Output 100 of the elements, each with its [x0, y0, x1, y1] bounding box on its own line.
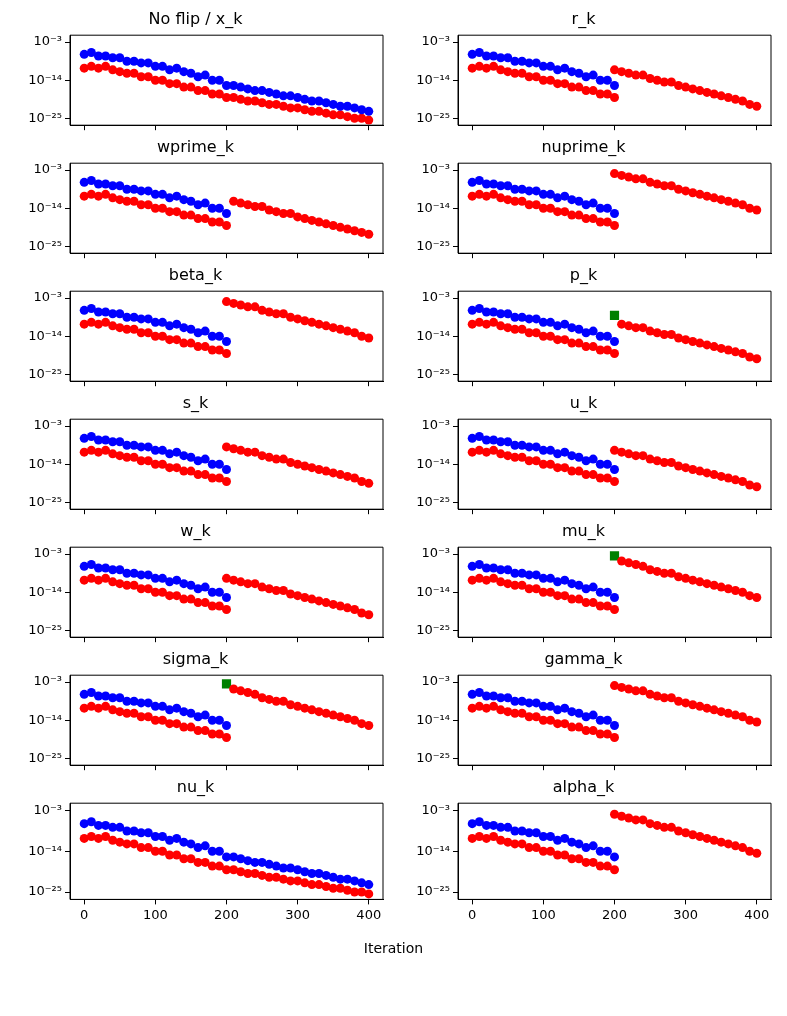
point — [681, 82, 691, 92]
point — [738, 96, 748, 106]
point — [229, 80, 239, 90]
point — [200, 326, 210, 336]
point — [666, 181, 676, 191]
point — [545, 445, 555, 455]
point — [560, 833, 570, 843]
y-tick-label: 10⁻²⁵ — [28, 237, 62, 253]
point — [101, 189, 111, 199]
point — [101, 701, 111, 711]
point — [531, 570, 541, 580]
point — [545, 573, 555, 583]
y-tick-label: 10⁻²⁵ — [28, 109, 62, 125]
point — [531, 186, 541, 196]
point — [286, 700, 296, 710]
point — [496, 822, 506, 832]
point — [560, 319, 570, 329]
point — [236, 577, 246, 587]
point — [531, 828, 541, 838]
point — [143, 72, 153, 82]
point — [300, 703, 310, 713]
y-tick-label: 10⁻²⁵ — [416, 237, 450, 253]
point — [560, 575, 570, 585]
point — [553, 591, 563, 601]
point — [115, 565, 125, 575]
point — [553, 79, 563, 89]
point — [496, 321, 506, 331]
point — [624, 321, 634, 331]
point — [314, 869, 324, 878]
point — [200, 198, 210, 208]
point — [165, 65, 175, 75]
point — [214, 601, 224, 611]
point — [481, 833, 491, 843]
point — [364, 106, 374, 116]
x-tick-label: 400 — [356, 906, 382, 922]
point — [186, 839, 196, 849]
point — [681, 335, 691, 345]
point — [602, 715, 612, 725]
point — [702, 87, 712, 97]
point — [293, 701, 303, 711]
point — [688, 188, 698, 198]
point — [86, 176, 96, 186]
y-tick-label: 10⁻²⁵ — [28, 749, 62, 765]
point — [115, 693, 125, 703]
x-tick-label: 100 — [142, 906, 168, 922]
point — [200, 470, 210, 480]
point — [503, 451, 513, 461]
point — [517, 839, 527, 849]
point — [574, 196, 584, 206]
point — [214, 345, 224, 355]
chart-title: w_k — [180, 520, 212, 541]
point — [503, 323, 513, 333]
point — [553, 449, 563, 459]
point — [553, 577, 563, 587]
point — [357, 719, 367, 729]
point — [545, 189, 555, 199]
point — [222, 464, 231, 474]
point — [115, 53, 125, 63]
point — [503, 707, 513, 717]
x-tick-label: 300 — [285, 906, 311, 922]
point — [489, 317, 499, 327]
point — [574, 210, 584, 220]
point — [602, 473, 612, 483]
point — [143, 200, 153, 210]
point — [489, 701, 499, 711]
point — [101, 832, 111, 841]
point — [617, 170, 627, 180]
point — [610, 80, 619, 90]
x-tick-label: 300 — [673, 906, 699, 922]
point — [574, 580, 584, 590]
point — [531, 442, 541, 452]
point — [588, 326, 598, 336]
point — [115, 309, 125, 319]
point — [157, 61, 167, 71]
point — [489, 445, 499, 455]
point — [688, 336, 698, 346]
point — [157, 832, 167, 841]
point — [314, 464, 324, 474]
point — [278, 586, 288, 596]
point — [157, 573, 167, 583]
point — [574, 708, 584, 718]
point — [108, 193, 118, 203]
point — [560, 63, 570, 73]
chart-title: u_k — [569, 392, 598, 413]
point — [200, 710, 210, 720]
point — [531, 843, 541, 853]
point — [624, 68, 634, 78]
point — [250, 447, 260, 457]
point — [108, 577, 118, 587]
point — [108, 321, 118, 331]
point — [172, 850, 182, 860]
point — [222, 221, 231, 231]
point — [357, 477, 367, 487]
point — [588, 841, 598, 851]
point — [300, 316, 310, 326]
point — [314, 319, 324, 329]
point — [101, 61, 111, 71]
point — [364, 478, 374, 488]
point — [222, 208, 231, 218]
point — [165, 79, 175, 89]
